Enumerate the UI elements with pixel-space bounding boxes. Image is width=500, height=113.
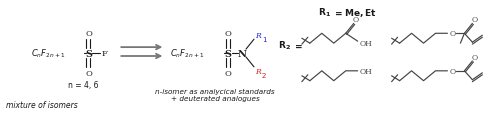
Text: OH: OH — [360, 67, 372, 75]
Text: R: R — [255, 67, 260, 75]
Text: mixture of isomers: mixture of isomers — [6, 100, 78, 109]
Text: O: O — [450, 30, 456, 38]
Text: O: O — [450, 67, 456, 75]
Text: S: S — [224, 49, 232, 58]
Text: OH: OH — [360, 40, 372, 48]
Text: O: O — [224, 30, 232, 38]
Text: 1: 1 — [262, 37, 266, 43]
Text: $C_nF_{2n+1}$: $C_nF_{2n+1}$ — [170, 47, 204, 60]
Text: O: O — [472, 54, 478, 61]
Text: S: S — [85, 49, 92, 58]
Text: R: R — [255, 32, 260, 40]
Text: $\mathbf{R_2}$: $\mathbf{R_2}$ — [278, 40, 291, 52]
Text: $\mathbf{R_1}$: $\mathbf{R_1}$ — [318, 7, 331, 19]
Text: O: O — [85, 69, 92, 77]
Text: O: O — [85, 30, 92, 38]
Text: N: N — [238, 49, 246, 58]
Text: $\mathbf{= Me, Et}$: $\mathbf{= Me, Et}$ — [333, 7, 376, 18]
Text: 2: 2 — [262, 72, 266, 78]
Text: O: O — [472, 16, 478, 24]
Text: $C_nF_{2n+1}$: $C_nF_{2n+1}$ — [30, 47, 65, 60]
Text: n = 4, 6: n = 4, 6 — [68, 80, 98, 89]
Text: O: O — [352, 16, 359, 24]
Text: $\mathbf{=}$: $\mathbf{=}$ — [293, 41, 304, 50]
Text: F: F — [102, 50, 107, 58]
Text: n-isomer as analycical standards
+ deuterated analogues: n-isomer as analycical standards + deute… — [156, 88, 275, 101]
Text: O: O — [224, 69, 232, 77]
